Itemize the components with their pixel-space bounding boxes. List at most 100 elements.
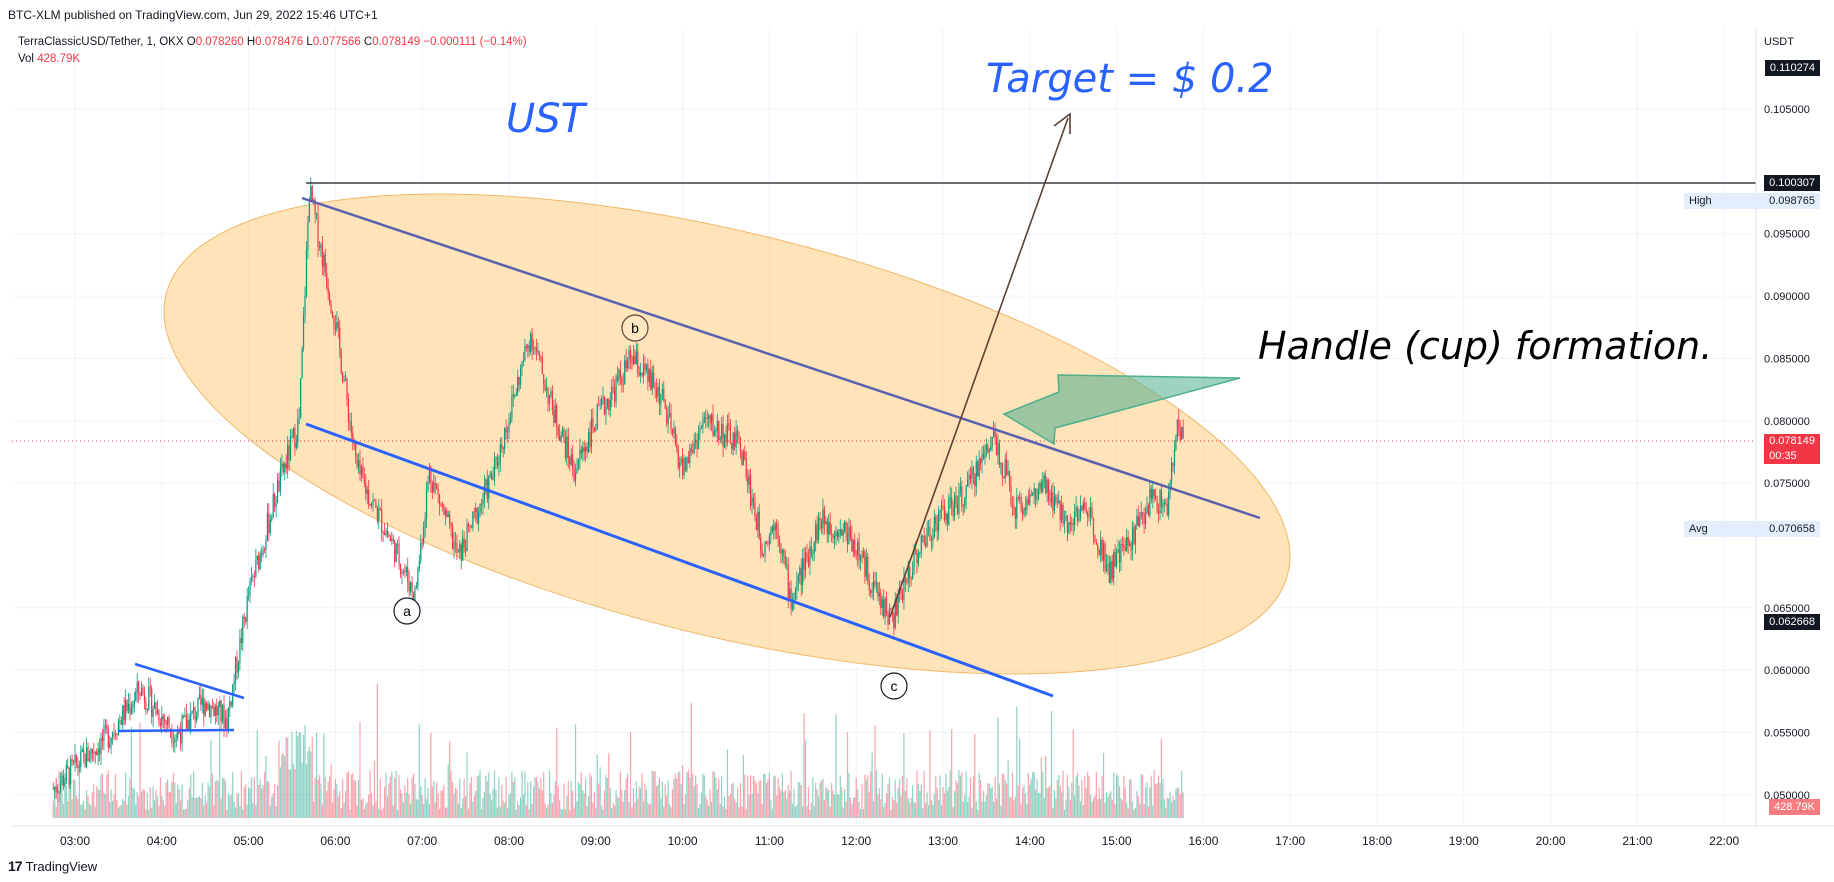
volume-bar [943,793,946,818]
volume-bar [67,801,69,818]
volume-bar [463,778,465,818]
candle-body [846,532,849,545]
candle-body [739,438,742,452]
time-axis[interactable]: 03:00 04:00 05:00 06:00 07:00 08:00 09:00 10:00… [60,834,1740,848]
volume-bar [880,799,882,818]
candle-body [956,503,959,515]
candle-body [236,657,238,673]
candle-body [593,427,595,432]
candle-body [191,710,193,713]
volume-bar [139,722,141,818]
volume-bar [512,782,514,818]
open-label: O [186,36,196,48]
volume-bar [585,778,587,818]
volume-bar [411,777,413,818]
volume-bar [642,801,645,818]
candle-body [506,430,509,433]
candle-body [512,394,514,397]
candle-body [524,346,526,361]
volume-bar [127,795,130,818]
candle-body [1157,511,1160,514]
volume-bar [755,783,757,818]
candle-body [424,518,426,527]
candle-body [692,450,694,453]
volume-bar [971,807,973,818]
volume-bar [914,803,917,818]
volume-bar [344,790,347,818]
candle-body [708,415,710,419]
volume-bar [894,779,896,818]
volume-bar [308,746,310,818]
footer-brand[interactable]: 17 TradingView [8,858,97,874]
volume-bar [412,773,415,818]
time-tick-label: 17:00 [1275,834,1305,848]
candle-body [502,448,504,450]
candle-body [438,494,441,505]
volume-bar [998,783,1001,818]
change-value: −0.000111 (−0.14%) [423,36,527,48]
candle-body [706,418,708,420]
volume-bar [1085,788,1087,818]
candle-body [1146,505,1148,513]
volume-bar [556,727,558,818]
volume-bar [501,784,503,818]
volume-bar [232,772,234,818]
volume-bar [988,783,990,818]
candle-body [77,764,79,768]
volume-bar [381,809,383,818]
volume-bar [243,787,245,818]
candle-body [1017,497,1019,499]
volume-bar [832,790,834,818]
ohlc-row: TerraClassicUSD/Tether, 1, OKX O0.078260… [18,34,527,51]
candle-body [343,380,345,382]
volume-bar [920,784,922,818]
time-tick-label: 16:00 [1188,834,1218,848]
candle-body [812,553,814,555]
candle-body [84,753,86,767]
candle-body [195,715,198,721]
candle-body [654,387,656,389]
candle-body [559,435,561,441]
volume-bar [705,795,707,818]
volume-bar [732,782,734,818]
volume-bar [799,782,801,818]
candle-body [845,522,847,533]
candle-body [98,748,101,755]
symbol-legend[interactable]: TerraClassicUSD/Tether, 1, OKX O0.078260… [18,34,527,68]
candle-body [188,719,190,732]
volume-bar [690,702,692,818]
volume-bar [1003,774,1005,818]
volume-bar [942,786,944,818]
volume-bar [815,782,817,818]
volume-bar [370,793,373,818]
candle-body [755,517,757,530]
volume-bar [177,784,179,818]
candle-body [761,551,763,556]
candle-body [920,536,922,553]
volume-bar [773,776,775,818]
volume-bar [987,783,989,818]
volume-bar [1008,797,1011,818]
volume-bar [1084,775,1086,818]
volume-bar [81,803,83,818]
price-axis[interactable]: 0.1050000.0950000.0900000.0850000.080000… [1764,104,1810,802]
candle-body [407,567,409,582]
candle-body [738,435,740,439]
candle-body [867,556,869,581]
candle-body [842,530,844,536]
candle-body [547,388,549,404]
volume-bar [284,756,286,818]
candle-body [62,775,65,787]
volume-bar [91,791,93,818]
price-tag-top: 0.110274 [1764,60,1820,76]
candle-body [211,706,214,708]
volume-value: 428.79K [37,53,81,65]
volume-bar [472,801,474,818]
volume-bar [550,792,552,818]
candle-body [55,787,57,792]
candle-body [265,540,267,551]
volume-bar [1139,803,1141,818]
volume-bar [1165,807,1167,818]
volume-bar [770,799,772,818]
